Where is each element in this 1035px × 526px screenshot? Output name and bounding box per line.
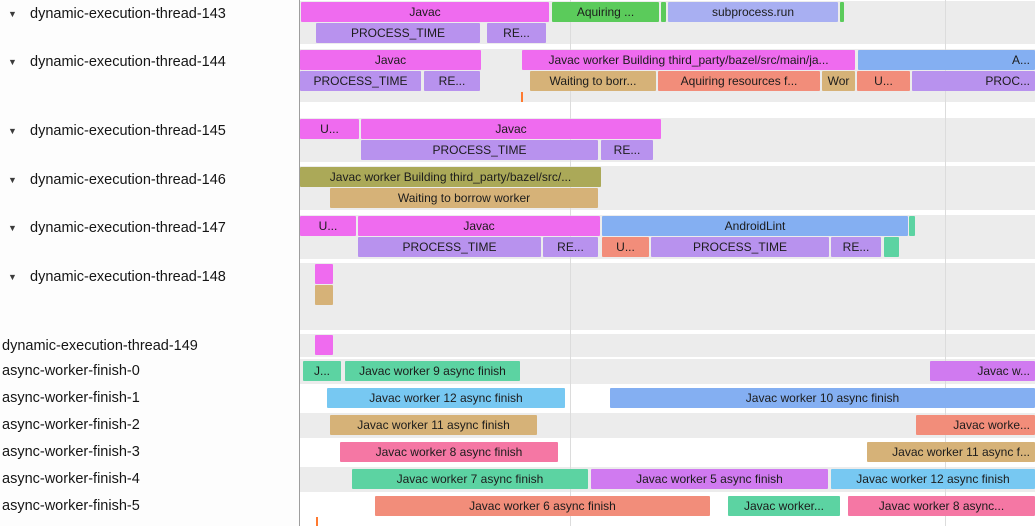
trace-span[interactable]: RE... [831,237,881,257]
trace-span[interactable]: Javac worker 5 async finish [591,469,828,489]
trace-span[interactable]: Javac worker 8 async... [848,496,1035,516]
gridline [570,0,571,526]
instant-event-marker[interactable] [521,92,523,102]
track-name-label: dynamic-execution-thread-147 [30,220,226,236]
trace-span[interactable]: RE... [543,237,598,257]
trace-span[interactable]: Wor [822,71,855,91]
trace-span[interactable]: subprocess.run [668,2,838,22]
trace-span[interactable]: Javac [358,216,600,236]
trace-span[interactable]: PROC... [912,71,1035,91]
trace-span[interactable]: Javac worker 7 async finish [352,469,588,489]
trace-span[interactable]: U... [300,216,356,236]
gridline [945,0,946,526]
trace-span[interactable]: Javac worker 12 async finish [327,388,565,408]
trace-span[interactable]: Javac w... [930,361,1035,381]
track-name-label: async-worker-finish-4 [2,471,140,487]
trace-span[interactable]: PROCESS_TIME [300,71,421,91]
trace-span[interactable]: RE... [424,71,480,91]
instant-event-marker[interactable] [316,517,318,526]
trace-span[interactable]: U... [602,237,649,257]
trace-span[interactable]: U... [300,119,359,139]
trace-span[interactable]: RE... [487,23,546,43]
track-name-label: dynamic-execution-thread-146 [30,172,226,188]
trace-span[interactable]: PROCESS_TIME [316,23,480,43]
collapse-arrow-icon[interactable]: ▼ [8,126,17,136]
trace-span[interactable]: Javac worke... [916,415,1035,435]
trace-span[interactable]: U... [857,71,910,91]
track-label-row[interactable]: async-worker-finish-1 [0,387,299,409]
collapse-arrow-icon[interactable]: ▼ [8,272,17,282]
trace-span[interactable]: Javac worker 8 async finish [340,442,558,462]
track-label-row[interactable]: ▼ dynamic-execution-thread-143 [0,3,299,25]
trace-span[interactable]: PROCESS_TIME [358,237,541,257]
track-label-row[interactable]: async-worker-finish-3 [0,441,299,463]
track-name-label: dynamic-execution-thread-143 [30,6,226,22]
track-name-label: async-worker-finish-1 [2,390,140,406]
track-name-label: async-worker-finish-3 [2,444,140,460]
track-name-label: dynamic-execution-thread-149 [2,338,198,354]
collapse-arrow-icon[interactable]: ▼ [8,57,17,67]
trace-span[interactable]: PROCESS_TIME [651,237,829,257]
trace-span[interactable]: J... [303,361,341,381]
track-label-row[interactable]: ▼ dynamic-execution-thread-144 [0,51,299,73]
trace-span[interactable]: Javac worker 11 async finish [330,415,537,435]
track-name-label: async-worker-finish-0 [2,363,140,379]
trace-span[interactable]: Javac [301,2,549,22]
trace-span[interactable]: Javac worker... [728,496,840,516]
trace-span[interactable] [661,2,666,22]
trace-span[interactable]: Waiting to borrow worker [330,188,598,208]
track-label-row[interactable]: dynamic-execution-thread-149 [0,335,299,357]
track-label-row[interactable]: ▼ dynamic-execution-thread-146 [0,169,299,191]
track-name-sidebar: ▼ dynamic-execution-thread-143 ▼ dynamic-ex… [0,0,300,526]
trace-span[interactable]: Javac worker 10 async finish [610,388,1035,408]
collapse-arrow-icon[interactable]: ▼ [8,223,17,233]
trace-span[interactable] [909,216,915,236]
track-background [300,263,1035,330]
track-label-row[interactable]: ▼ dynamic-execution-thread-145 [0,120,299,142]
collapse-arrow-icon[interactable]: ▼ [8,9,17,19]
track-label-row[interactable]: async-worker-finish-4 [0,468,299,490]
track-name-label: async-worker-finish-5 [2,498,140,514]
trace-span[interactable]: PROCESS_TIME [361,140,598,160]
track-label-row[interactable]: async-worker-finish-0 [0,360,299,382]
track-name-label: dynamic-execution-thread-144 [30,54,226,70]
trace-span[interactable]: A... [858,50,1035,70]
trace-span[interactable]: Javac [300,50,481,70]
track-label-row[interactable]: ▼ dynamic-execution-thread-147 [0,217,299,239]
track-name-label: dynamic-execution-thread-145 [30,123,226,139]
trace-span[interactable] [840,2,844,22]
trace-span[interactable] [884,237,899,257]
trace-span[interactable]: RE... [601,140,653,160]
trace-span[interactable]: Javac worker 12 async finish [831,469,1035,489]
trace-span[interactable]: AndroidLint [602,216,908,236]
trace-span[interactable]: Javac [361,119,661,139]
trace-span[interactable]: Aquiring ... [552,2,659,22]
trace-span[interactable]: Javac worker 11 async f... [867,442,1035,462]
trace-span[interactable]: Javac worker Building third_party/bazel/… [522,50,855,70]
track-background [300,334,1035,357]
trace-span[interactable]: Javac worker 6 async finish [375,496,710,516]
track-label-row[interactable]: ▼ dynamic-execution-thread-148 [0,266,299,288]
track-name-label: dynamic-execution-thread-148 [30,269,226,285]
trace-span[interactable]: Waiting to borr... [530,71,656,91]
track-name-label: async-worker-finish-2 [2,417,140,433]
collapse-arrow-icon[interactable]: ▼ [8,175,17,185]
trace-span[interactable] [315,285,333,305]
trace-span[interactable]: Javac worker 9 async finish [345,361,520,381]
track-label-row[interactable]: async-worker-finish-5 [0,495,299,517]
trace-span[interactable]: Aquiring resources f... [658,71,820,91]
track-label-row[interactable]: async-worker-finish-2 [0,414,299,436]
trace-span[interactable] [315,264,333,284]
trace-span[interactable] [315,335,333,355]
trace-span[interactable]: Javac worker Building third_party/bazel/… [300,167,601,187]
